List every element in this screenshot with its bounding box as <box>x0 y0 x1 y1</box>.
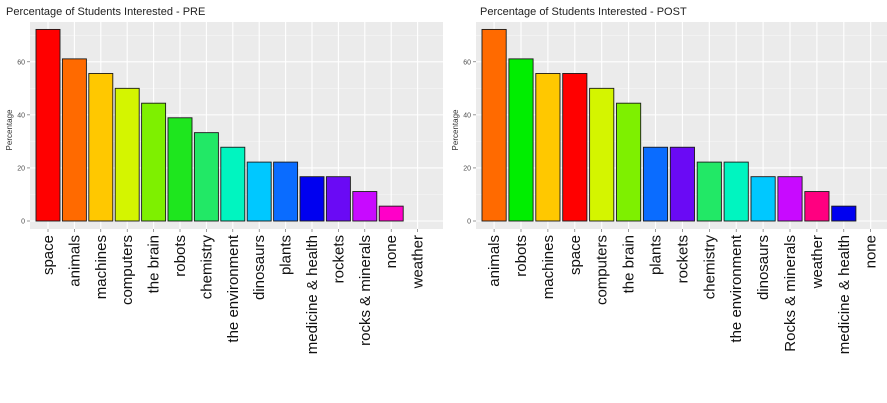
post-chart-panel: Percentage of Students Interested - POST… <box>444 0 887 403</box>
bar <box>696 161 722 222</box>
category-label: the brain <box>621 235 638 293</box>
bar <box>299 176 325 222</box>
category-label: none <box>383 235 400 268</box>
category-label: weather <box>809 235 826 289</box>
category-label: robots <box>172 235 189 277</box>
bar <box>325 176 351 222</box>
bar <box>141 102 167 222</box>
y-axis-label: Percentage <box>5 109 14 150</box>
category-labels: space animals machines computers the brain ro… <box>40 234 427 354</box>
bar <box>723 161 749 222</box>
category-label: computers <box>594 235 611 305</box>
bar <box>777 176 803 222</box>
category-label: machines <box>540 235 557 299</box>
bar <box>750 176 776 222</box>
bar <box>88 73 114 222</box>
category-label: weather <box>410 235 427 289</box>
category-label: space <box>567 235 584 275</box>
bar <box>616 102 642 222</box>
bar <box>246 161 272 222</box>
bar <box>535 73 561 222</box>
category-label: machines <box>93 235 110 299</box>
category-label: none <box>863 235 880 268</box>
pre-chart: Percentage of Students Interested - PRE … <box>5 6 443 354</box>
category-label: robots <box>513 235 530 277</box>
chart-title: Percentage of Students Interested - POST <box>480 6 687 18</box>
bar <box>508 58 534 222</box>
bar <box>378 205 404 222</box>
category-label: the brain <box>146 235 163 293</box>
y-axis-label: Percentage <box>451 109 460 150</box>
category-label: dinosaurs <box>251 235 268 300</box>
bar <box>114 87 140 222</box>
category-label: chemistry <box>198 235 215 300</box>
bar <box>831 205 857 222</box>
bar <box>220 146 246 222</box>
bar <box>562 73 588 222</box>
y-tick-label: 20 <box>463 165 471 172</box>
pre-chart-panel: Percentage of Students Interested - PRE … <box>0 0 443 403</box>
bar <box>481 28 507 222</box>
category-label: animals <box>486 235 503 287</box>
y-tick-label: 40 <box>17 112 25 119</box>
bars <box>35 28 404 222</box>
category-label: plants <box>648 235 665 275</box>
y-tick-label: 0 <box>467 219 471 226</box>
bar <box>35 28 61 222</box>
y-ticks: 0 20 40 60 <box>17 59 418 232</box>
y-tick-label: 60 <box>463 59 471 66</box>
y-ticks: 0 20 40 60 <box>463 59 872 232</box>
category-label: medicine & health <box>304 235 321 354</box>
category-label: the environment <box>728 234 745 342</box>
y-tick-label: 0 <box>21 219 25 226</box>
category-label: space <box>40 235 57 275</box>
bar <box>804 191 830 222</box>
category-label: Rocks & minerals <box>782 235 799 352</box>
category-labels: animals robots machines space computers the b… <box>486 234 880 354</box>
y-tick-label: 40 <box>463 112 471 119</box>
category-label: medicine & health <box>836 235 853 354</box>
chart-title: Percentage of Students Interested - PRE <box>6 6 205 18</box>
bar <box>669 146 695 222</box>
category-label: computers <box>119 235 136 305</box>
category-label: rockets <box>674 235 691 283</box>
bar <box>193 132 219 222</box>
bar <box>642 146 669 222</box>
bars <box>481 28 857 222</box>
category-label: rockets <box>330 235 347 283</box>
bar <box>61 58 87 222</box>
post-chart: Percentage of Students Interested - POST… <box>451 6 887 354</box>
bar <box>589 87 615 222</box>
category-label: plants <box>278 235 295 275</box>
y-tick-label: 20 <box>17 165 25 172</box>
y-tick-label: 60 <box>17 59 25 66</box>
category-label: chemistry <box>701 235 718 300</box>
category-label: the environment <box>225 234 242 342</box>
bar <box>273 161 299 222</box>
category-label: rocks & minerals <box>357 235 374 346</box>
bar <box>167 117 193 222</box>
category-label: animals <box>66 235 83 287</box>
bar <box>352 191 378 222</box>
category-label: dinosaurs <box>755 235 772 300</box>
